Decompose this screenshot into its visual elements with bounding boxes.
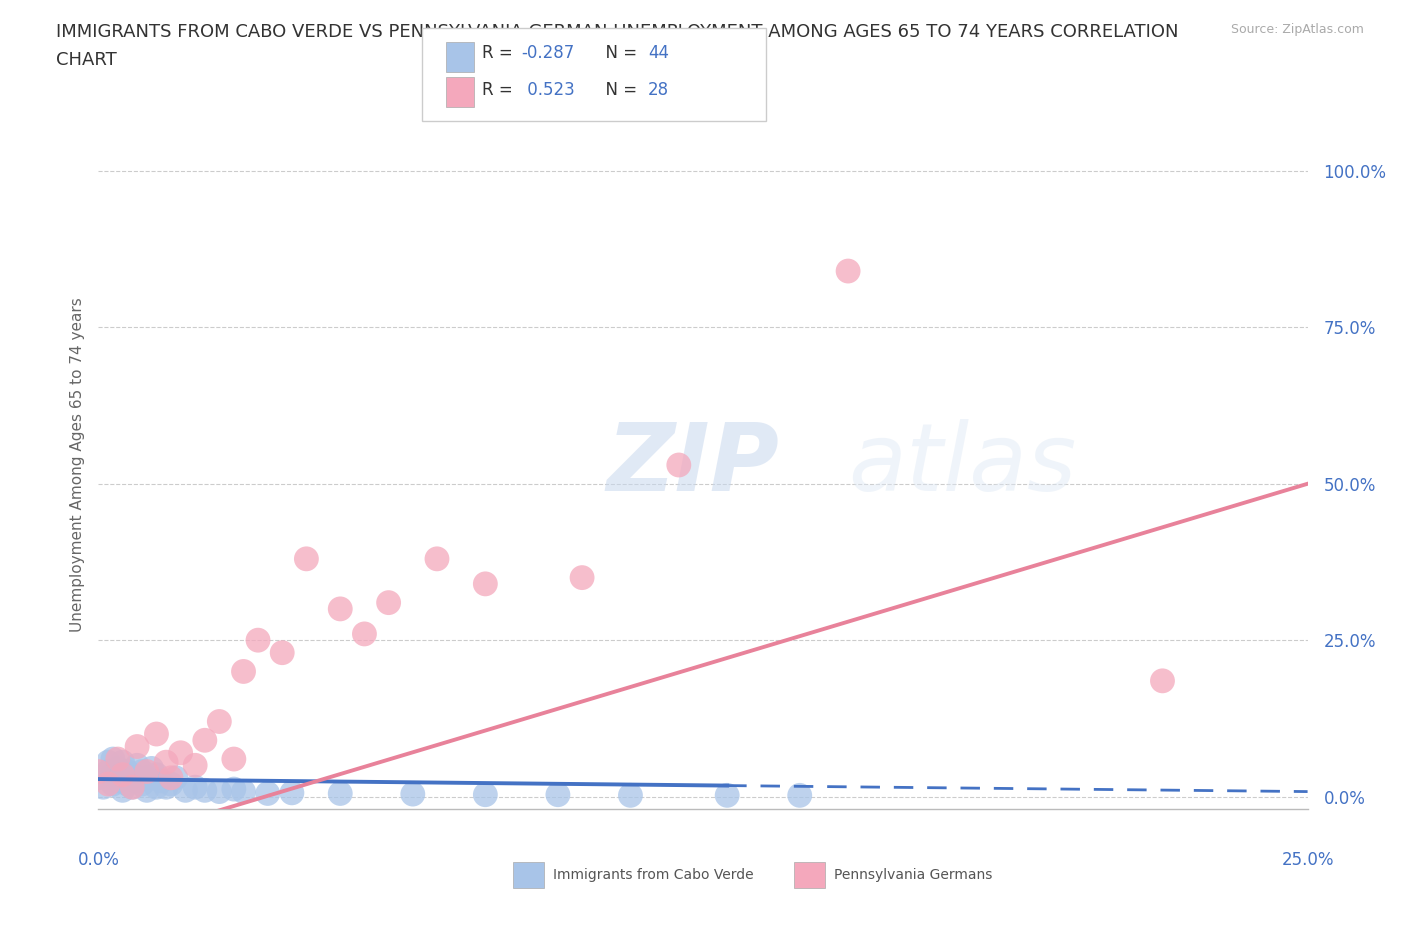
Point [131,777,153,791]
Point [295,551,318,566]
Point [208,714,231,729]
Point [155,755,177,770]
Text: 28: 28 [648,81,669,99]
Point [127,774,149,789]
Text: 0.0%: 0.0% [77,851,120,869]
Point [329,786,352,801]
Point [107,774,129,789]
Point [117,764,139,779]
Point [160,770,183,785]
Point [1152,673,1174,688]
Point [256,786,278,801]
Point [107,761,129,776]
Text: 25.0%: 25.0% [1281,851,1334,869]
Text: 44: 44 [648,44,669,61]
Text: Immigrants from Cabo Verde: Immigrants from Cabo Verde [553,868,754,882]
Point [789,788,811,803]
Point [174,783,197,798]
Y-axis label: Unemployment Among Ages 65 to 74 years: Unemployment Among Ages 65 to 74 years [69,298,84,632]
Point [145,779,167,794]
Text: -0.287: -0.287 [522,44,575,61]
Point [127,739,149,754]
Point [101,767,124,782]
Point [91,779,114,794]
Point [247,632,270,647]
Point [329,602,352,617]
Point [135,764,157,779]
Point [87,770,110,785]
Point [101,751,124,766]
Point [169,745,191,760]
Point [222,781,245,796]
Point [111,755,134,770]
Text: Source: ZipAtlas.com: Source: ZipAtlas.com [1230,23,1364,36]
Text: IMMIGRANTS FROM CABO VERDE VS PENNSYLVANIA GERMAN UNEMPLOYMENT AMONG AGES 65 TO : IMMIGRANTS FROM CABO VERDE VS PENNSYLVAN… [56,23,1178,41]
Text: 0.523: 0.523 [522,81,575,99]
Point [184,779,207,794]
Point [194,783,217,798]
Point [571,570,593,585]
Point [107,751,129,766]
Point [271,645,294,660]
Point [145,726,167,741]
Text: CHART: CHART [56,51,117,69]
Text: N =: N = [595,44,643,61]
Point [121,767,143,782]
Point [131,764,153,779]
Point [111,783,134,798]
Point [232,784,254,799]
Point [474,788,496,803]
Point [135,770,157,785]
Text: R =: R = [482,44,519,61]
Point [232,664,254,679]
Point [127,758,149,773]
Point [837,263,859,278]
Point [111,767,134,782]
Point [165,770,187,785]
Point [160,777,183,791]
Point [135,783,157,798]
Point [101,777,124,791]
Point [145,767,167,782]
Point [87,764,110,779]
Text: N =: N = [595,81,643,99]
Point [377,595,399,610]
Point [111,770,134,785]
Point [97,777,120,791]
Point [353,627,375,642]
Point [208,784,231,799]
Point [117,777,139,791]
Point [121,779,143,794]
Point [121,779,143,794]
Point [668,458,690,472]
Point [619,788,641,803]
Text: atlas: atlas [848,419,1077,511]
Point [402,787,425,802]
Point [155,779,177,794]
Point [97,755,120,770]
Point [194,733,217,748]
Point [547,788,569,803]
Text: Pennsylvania Germans: Pennsylvania Germans [834,868,993,882]
Point [716,788,738,803]
Point [474,577,496,591]
Point [222,751,245,766]
Point [141,761,163,776]
Point [150,774,173,789]
Point [184,758,207,773]
Point [97,764,120,779]
Text: R =: R = [482,81,519,99]
Point [281,786,304,801]
Point [426,551,449,566]
Text: ZIP: ZIP [606,419,779,511]
